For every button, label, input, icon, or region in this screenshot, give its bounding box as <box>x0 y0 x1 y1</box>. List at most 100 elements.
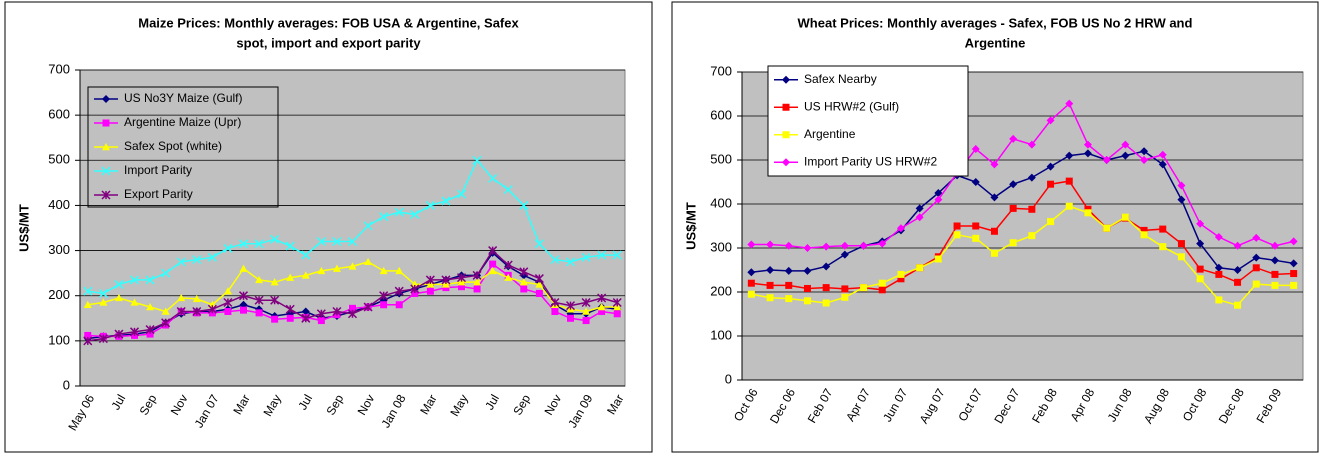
legend-label: Import Parity US HRW#2 <box>804 154 937 168</box>
marker <box>785 295 793 303</box>
marker <box>597 303 606 311</box>
marker <box>582 317 590 325</box>
legend-box <box>767 65 969 177</box>
marker <box>1290 270 1298 278</box>
marker <box>1046 162 1055 171</box>
marker <box>1289 259 1298 268</box>
marker <box>784 241 793 250</box>
marker <box>581 297 591 308</box>
marker <box>363 302 373 312</box>
marker <box>456 273 467 283</box>
legend-box <box>87 86 279 208</box>
marker <box>255 309 263 317</box>
marker <box>766 294 774 302</box>
marker <box>84 331 92 339</box>
marker <box>766 266 775 274</box>
marker <box>488 266 497 275</box>
marker <box>364 257 373 266</box>
marker <box>317 317 325 325</box>
marker <box>822 242 831 251</box>
marker <box>410 284 420 294</box>
marker <box>426 287 434 295</box>
marker <box>1233 241 1242 250</box>
marker <box>897 270 905 278</box>
marker <box>441 280 450 288</box>
marker <box>379 266 388 275</box>
marker <box>270 295 280 305</box>
marker <box>1065 99 1074 108</box>
marker <box>747 240 756 249</box>
marker <box>83 336 93 346</box>
marker <box>394 286 404 296</box>
y-tick-label: 700 <box>48 61 70 76</box>
marker <box>410 209 420 219</box>
marker <box>784 266 793 275</box>
marker <box>766 240 775 249</box>
marker <box>1121 140 1130 149</box>
marker <box>565 257 576 267</box>
marker <box>207 304 217 314</box>
marker <box>270 278 279 286</box>
marker <box>915 213 924 222</box>
marker <box>347 237 358 247</box>
marker <box>114 329 124 339</box>
marker <box>223 243 233 253</box>
marker <box>348 262 357 270</box>
marker <box>395 301 403 309</box>
marker <box>896 224 905 233</box>
marker <box>840 241 849 250</box>
plot-area <box>79 69 626 387</box>
marker <box>534 274 544 284</box>
marker <box>285 304 295 314</box>
marker <box>1196 219 1205 228</box>
marker <box>1289 237 1298 246</box>
marker <box>145 325 155 335</box>
marker <box>1196 239 1205 248</box>
marker <box>83 286 93 296</box>
marker <box>223 297 233 308</box>
marker <box>473 278 482 286</box>
marker <box>782 131 790 139</box>
marker <box>425 200 435 210</box>
marker <box>822 284 830 292</box>
marker <box>1065 202 1073 210</box>
marker <box>612 250 622 260</box>
marker <box>803 297 811 305</box>
marker <box>803 266 812 275</box>
marker <box>878 286 886 294</box>
marker <box>176 306 186 317</box>
marker <box>238 239 249 249</box>
marker <box>255 275 264 284</box>
marker <box>441 275 451 285</box>
marker <box>130 298 139 306</box>
marker <box>1009 134 1018 143</box>
marker <box>1290 281 1298 289</box>
marker <box>841 293 849 301</box>
marker <box>271 315 279 323</box>
marker <box>223 287 232 295</box>
marker <box>971 145 980 153</box>
marker <box>1177 195 1186 204</box>
marker <box>782 158 790 167</box>
marker <box>822 262 831 271</box>
marker <box>176 257 186 267</box>
marker <box>612 297 622 308</box>
marker <box>1214 263 1223 272</box>
marker <box>102 119 110 127</box>
marker <box>101 190 111 200</box>
marker <box>426 280 435 288</box>
marker <box>504 273 513 281</box>
marker <box>349 304 356 312</box>
marker <box>860 284 868 292</box>
marker <box>1009 180 1018 189</box>
marker <box>161 307 170 315</box>
y-tick-label: 600 <box>710 107 732 122</box>
marker <box>550 255 560 265</box>
marker <box>363 221 373 231</box>
marker <box>1027 140 1036 149</box>
chart-title: spot, import and export parity <box>236 35 421 50</box>
y-axis-label: US$/MT <box>16 204 31 252</box>
y-tick-label: 500 <box>48 152 70 167</box>
series-line <box>751 150 1294 273</box>
marker <box>582 307 591 315</box>
